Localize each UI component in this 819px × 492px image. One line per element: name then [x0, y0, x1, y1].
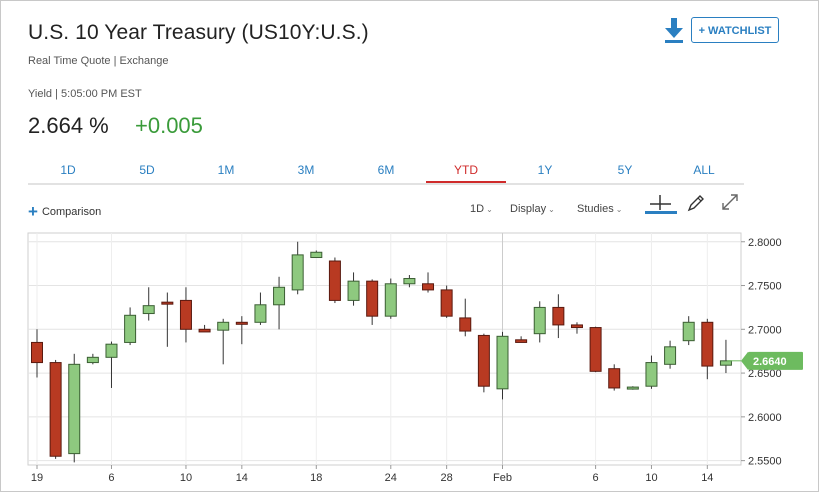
x-tick-label: 10	[180, 472, 192, 484]
page-title: U.S. 10 Year Treasury (US10Y:U.S.)	[28, 21, 369, 44]
x-tick-label: 14	[701, 472, 713, 484]
candle-up	[217, 321, 230, 331]
tab-1y[interactable]: 1Y	[537, 163, 553, 177]
y-tick-label: 2.7000	[748, 324, 782, 336]
tab-1d[interactable]: 1D	[60, 163, 76, 177]
expand-icon[interactable]	[720, 192, 740, 217]
candle-down	[49, 362, 62, 457]
price-change: +0.005	[135, 113, 203, 138]
y-tick-label: 2.6500	[748, 368, 782, 380]
candle-up	[626, 386, 639, 390]
candle-up	[719, 360, 732, 366]
candle-up	[347, 280, 360, 301]
candle-down	[328, 260, 341, 301]
candle-up	[105, 343, 118, 358]
x-tick-label: 28	[441, 472, 453, 484]
y-tick-label: 2.5500	[748, 456, 782, 468]
x-tick-label: 6	[593, 472, 599, 484]
candle-down	[570, 324, 583, 329]
candle-up	[68, 363, 81, 455]
yield-timestamp: Yield | 5:05:00 PM EST	[28, 88, 142, 100]
last-price-pointer	[741, 351, 748, 370]
pencil-icon[interactable]	[685, 192, 707, 219]
x-tick-label: 6	[108, 472, 114, 484]
tab-1m[interactable]: 1M	[217, 163, 235, 177]
plot-area	[27, 232, 742, 466]
last-price-tag	[748, 351, 803, 370]
studies-dropdown[interactable]: Studies ⌄	[577, 203, 622, 215]
chevron-down-icon: ⌄	[615, 205, 623, 214]
candle-down	[608, 368, 621, 389]
candle-up	[496, 335, 509, 390]
candle-up	[86, 356, 99, 364]
candle-down	[31, 341, 43, 364]
candle-up	[645, 362, 658, 387]
candle-down	[198, 328, 211, 333]
studies-label: Studies	[577, 203, 614, 215]
crosshair-icon[interactable]	[645, 193, 677, 220]
chevron-down-icon: ⌄	[548, 205, 555, 214]
candle-up	[384, 283, 397, 317]
candle-down	[235, 321, 248, 325]
comparison-label: Comparison	[41, 206, 102, 218]
tab-6m[interactable]: 6M	[377, 163, 395, 177]
interval-label: 1D	[470, 203, 485, 215]
x-tick-label: 14	[236, 472, 248, 484]
candle-up	[124, 314, 137, 343]
y-tick-label: 2.7500	[748, 281, 782, 293]
download-arrow-icon[interactable]	[662, 17, 686, 45]
candle-up	[664, 346, 677, 365]
candle-down	[179, 299, 192, 330]
candlestick-chart[interactable]: 2.8000 2.7500 2.7000 2.6500 2.6000 2.5500 19 6 1…	[21, 227, 811, 489]
quote-source: Real Time Quote | Exchange	[28, 55, 169, 67]
display-dropdown[interactable]: Display ⌄	[510, 203, 555, 215]
candle-down	[161, 301, 174, 305]
time-range-tabs: 1D 5D 1M 3M 6M YTD 1Y 5Y ALL	[28, 159, 744, 185]
comparison-button[interactable]: + Comparison	[28, 202, 101, 222]
tab-3m[interactable]: 3M	[297, 163, 315, 177]
candle-down	[515, 339, 528, 343]
x-tick-label: 19	[31, 472, 43, 484]
x-tick-label: Feb	[493, 472, 512, 484]
candle-down	[552, 306, 565, 326]
plus-icon: +	[28, 202, 38, 221]
tab-5d[interactable]: 5D	[139, 163, 155, 177]
tab-ytd[interactable]: YTD	[454, 163, 478, 177]
candle-up	[254, 304, 267, 323]
candle-up	[533, 306, 546, 335]
candle-up	[310, 251, 323, 259]
tab-5y[interactable]: 5Y	[617, 163, 633, 177]
last-price-label: 2.6640	[753, 356, 787, 368]
candle-down	[459, 317, 472, 332]
x-tick-label: 24	[385, 472, 397, 484]
candle-up	[142, 305, 155, 315]
candle-up	[403, 278, 416, 285]
watchlist-button[interactable]: + WATCHLIST	[691, 17, 779, 43]
interval-dropdown[interactable]: 1D ⌄	[470, 203, 493, 215]
display-label: Display	[510, 203, 547, 215]
candle-down	[422, 283, 435, 291]
y-tick-label: 2.8000	[748, 237, 782, 249]
y-tick-label: 2.6000	[748, 412, 782, 424]
candle-down	[440, 289, 453, 317]
chevron-down-icon: ⌄	[486, 205, 493, 214]
active-tab-indicator	[426, 181, 506, 183]
candle-up	[291, 254, 304, 291]
candle-down	[701, 321, 714, 367]
candle-down	[477, 334, 490, 387]
last-price: 2.664 %	[28, 113, 109, 138]
x-tick-label: 10	[645, 472, 657, 484]
x-tick-label: 18	[310, 472, 322, 484]
candle-down	[366, 280, 379, 317]
candle-up	[273, 286, 286, 306]
tab-all[interactable]: ALL	[693, 163, 715, 177]
candle-up	[682, 321, 695, 342]
candle-down	[589, 327, 602, 372]
